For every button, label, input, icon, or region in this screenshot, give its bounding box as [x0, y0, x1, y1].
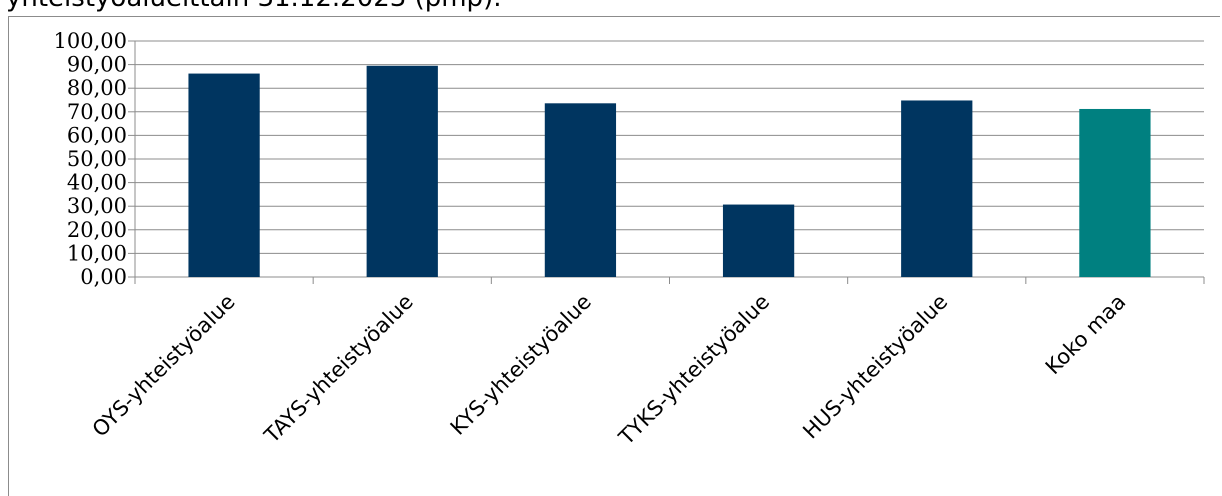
x-tick-label: KYS-yhteistyöalue [446, 290, 596, 440]
y-tick-label: 60,00 [67, 123, 127, 147]
y-tick-label: 70,00 [67, 100, 127, 124]
bar [188, 73, 260, 278]
y-tick-label: 80,00 [67, 76, 127, 100]
bar [366, 65, 438, 277]
x-tick-label: TYKS-yhteistyöalue [614, 290, 775, 451]
y-tick-label: 40,00 [67, 171, 127, 195]
y-tick-label: 100,00 [54, 29, 127, 53]
bar [901, 100, 973, 277]
y-tick-label: 20,00 [67, 218, 127, 242]
bar [722, 204, 795, 277]
x-tick-label: HUS-yhteistyöalue [798, 290, 952, 444]
bar [544, 103, 617, 277]
y-tick-label: 90,00 [67, 53, 127, 77]
x-tick-label: Koko maa [1041, 290, 1131, 380]
chart-frame [8, 16, 1220, 496]
y-tick-label: 10,00 [67, 241, 127, 265]
bar [1079, 108, 1151, 277]
chart-title: yhteistyöalueittain 31.12.2023 (pmp). [6, 0, 501, 13]
y-tick-label: 30,00 [67, 194, 127, 218]
y-tick-label: 0,00 [80, 265, 127, 289]
x-tick-label: OYS-yhteistyöalue [88, 290, 240, 442]
y-tick-label: 50,00 [67, 147, 127, 171]
x-tick-label: TAYS-yhteistyöalue [259, 290, 418, 449]
